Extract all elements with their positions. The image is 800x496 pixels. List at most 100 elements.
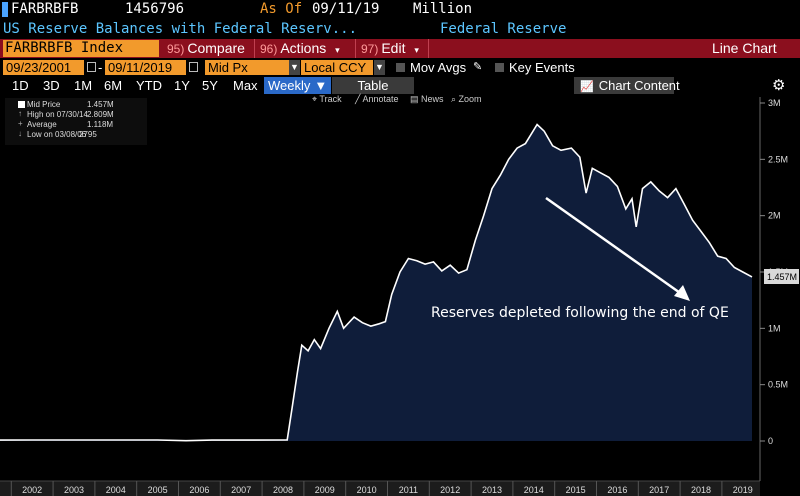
actions-button[interactable]: 96) Actions ▾ <box>260 39 340 58</box>
dropdown-arrow-icon: ▼ <box>314 78 328 93</box>
area-layer <box>0 123 753 442</box>
period-1m[interactable]: 1M <box>74 78 93 93</box>
zoom-icon: ⌕ <box>451 94 459 104</box>
calendar-icon[interactable] <box>87 62 96 72</box>
news-tool[interactable]: ▤ News <box>410 94 444 105</box>
legend-label: High on 07/30/14 <box>27 110 88 119</box>
key-events-label: Key Events <box>509 60 575 75</box>
gear-icon[interactable]: ⚙ <box>772 77 786 94</box>
currency-input[interactable]: Local CCY <box>301 60 373 75</box>
compare-button[interactable]: 95) Compare <box>167 39 245 58</box>
news-icon: ▤ <box>410 94 422 104</box>
description-row: US Reserve Balances with Federal Reserv.… <box>0 20 800 39</box>
low-marker-icon: ↓ <box>18 129 22 138</box>
security-description: US Reserve Balances with Federal Reserv.… <box>3 21 358 37</box>
zoom-label: Zoom <box>458 94 482 104</box>
x-tick-label: 2010 <box>357 485 377 495</box>
legend-label: Low on 03/08/06 <box>27 130 87 139</box>
track-tool[interactable]: ⌖ Track <box>312 94 342 105</box>
end-date-input[interactable]: 09/11/2019 <box>105 60 186 75</box>
annotate-tool[interactable]: ╱ Annotate <box>355 94 398 105</box>
x-tick-label: 2012 <box>440 485 460 495</box>
security-input[interactable]: FARBRBFB Index <box>3 40 159 57</box>
last-value-box <box>764 269 799 284</box>
currency-dropdown-arrow-icon[interactable]: ▼ <box>374 60 385 75</box>
y-tick-label: 2.5M <box>768 154 788 164</box>
security-header: FARBRBFB 1456796 As Of 09/11/19 Million <box>0 0 800 19</box>
series-line <box>0 123 753 442</box>
x-tick-label: 2003 <box>64 485 84 495</box>
chart-tools: ⌖ Track ╱ Annotate ▤ News ⌕ Zoom <box>0 94 800 106</box>
legend-item-low: ↓ Low on 03/08/06 2795 <box>5 129 147 140</box>
period-ytd[interactable]: YTD <box>136 78 162 93</box>
frequency-label: Weekly <box>268 78 311 93</box>
chart-icon: 📈 <box>580 81 594 93</box>
x-tick-label: 2013 <box>482 485 502 495</box>
compare-shortcut: 95) <box>167 42 185 56</box>
last-value: 1456796 <box>125 1 185 17</box>
annotation-arrow <box>545 196 690 301</box>
x-tick-label: 2018 <box>691 485 711 495</box>
high-marker-icon: ↑ <box>18 109 22 118</box>
x-tick-label: 2007 <box>231 485 251 495</box>
divider <box>428 39 429 58</box>
period-1y[interactable]: 1Y <box>174 78 190 93</box>
selection-marker <box>2 2 8 17</box>
date-range-dash: - <box>98 60 103 75</box>
source-label: Federal Reserve <box>440 21 567 37</box>
period-max[interactable]: Max <box>233 78 258 93</box>
arrow-shaft <box>545 196 684 297</box>
divider <box>355 39 356 58</box>
annotate-icon: ╱ <box>355 94 363 104</box>
ticker-code: FARBRBFB <box>11 1 79 17</box>
track-icon: ⌖ <box>312 94 320 104</box>
dropdown-arrow-icon: ▾ <box>335 45 340 55</box>
period-1d[interactable]: 1D <box>12 78 29 93</box>
legend-item-mid-price: Mid Price 1.457M <box>5 100 147 110</box>
period-5y[interactable]: 5Y <box>202 78 218 93</box>
y-tick-label: 0 <box>768 436 773 446</box>
chart-controls: 09/23/2001 - 09/11/2019 Mid Px ▼ Local C… <box>0 59 800 76</box>
legend-value: 1.118M <box>87 120 114 129</box>
x-tick-label: 2014 <box>524 485 544 495</box>
last-value-label: 1.457M <box>767 272 797 282</box>
x-tick-label: 2011 <box>399 485 418 495</box>
function-bar: FARBRBFB Index 95) Compare 96) Actions ▾ 9… <box>0 39 800 58</box>
line-chart-view-label[interactable]: Line Chart <box>712 40 777 56</box>
units-label: Million <box>413 1 473 17</box>
field-input[interactable]: Mid Px <box>205 60 289 75</box>
start-date-input[interactable]: 09/23/2001 <box>3 60 84 75</box>
legend-item-high: ↑ High on 07/30/14 2.809M <box>5 109 147 120</box>
x-tick-label: 2002 <box>22 485 42 495</box>
zoom-tool[interactable]: ⌕ Zoom <box>451 94 482 105</box>
legend-value: 2795 <box>79 130 97 139</box>
x-tick-label: 2004 <box>106 485 126 495</box>
period-3d[interactable]: 3D <box>43 78 60 93</box>
x-tick-label: 2015 <box>566 485 586 495</box>
chart-annotation: Reserves depleted following the end of Q… <box>431 305 729 321</box>
edit-button[interactable]: 97) Edit ▾ <box>361 39 419 58</box>
chart-legend: Mid Price 1.457M ↑ High on 07/30/14 2.80… <box>5 98 147 145</box>
y-tick-label: 1M <box>768 323 781 333</box>
chart-content-label: Chart Content <box>598 78 680 93</box>
calendar-icon[interactable] <box>189 62 198 72</box>
series-area <box>0 124 752 441</box>
series-swatch <box>18 101 25 108</box>
chart-content-button[interactable]: 📈 Chart Content <box>574 77 680 94</box>
frequency-dropdown[interactable]: Weekly ▼ <box>264 77 332 94</box>
pencil-icon[interactable]: ✎ <box>473 61 483 73</box>
x-tick-label: 2005 <box>148 485 168 495</box>
news-label: News <box>421 94 444 104</box>
period-6m[interactable]: 6M <box>104 78 123 93</box>
average-marker-icon: + <box>18 119 23 128</box>
legend-label: Mid Price <box>27 100 61 109</box>
y-tick-label: 2M <box>768 211 781 221</box>
table-button[interactable]: Table <box>332 77 414 94</box>
x-tick-label: 2016 <box>607 485 627 495</box>
key-events-checkbox[interactable] <box>495 63 504 72</box>
edit-label: Edit <box>381 40 406 56</box>
field-dropdown-arrow-icon[interactable]: ▼ <box>289 60 300 75</box>
annotate-label: Annotate <box>362 94 399 104</box>
mov-avgs-checkbox[interactable] <box>396 63 405 72</box>
